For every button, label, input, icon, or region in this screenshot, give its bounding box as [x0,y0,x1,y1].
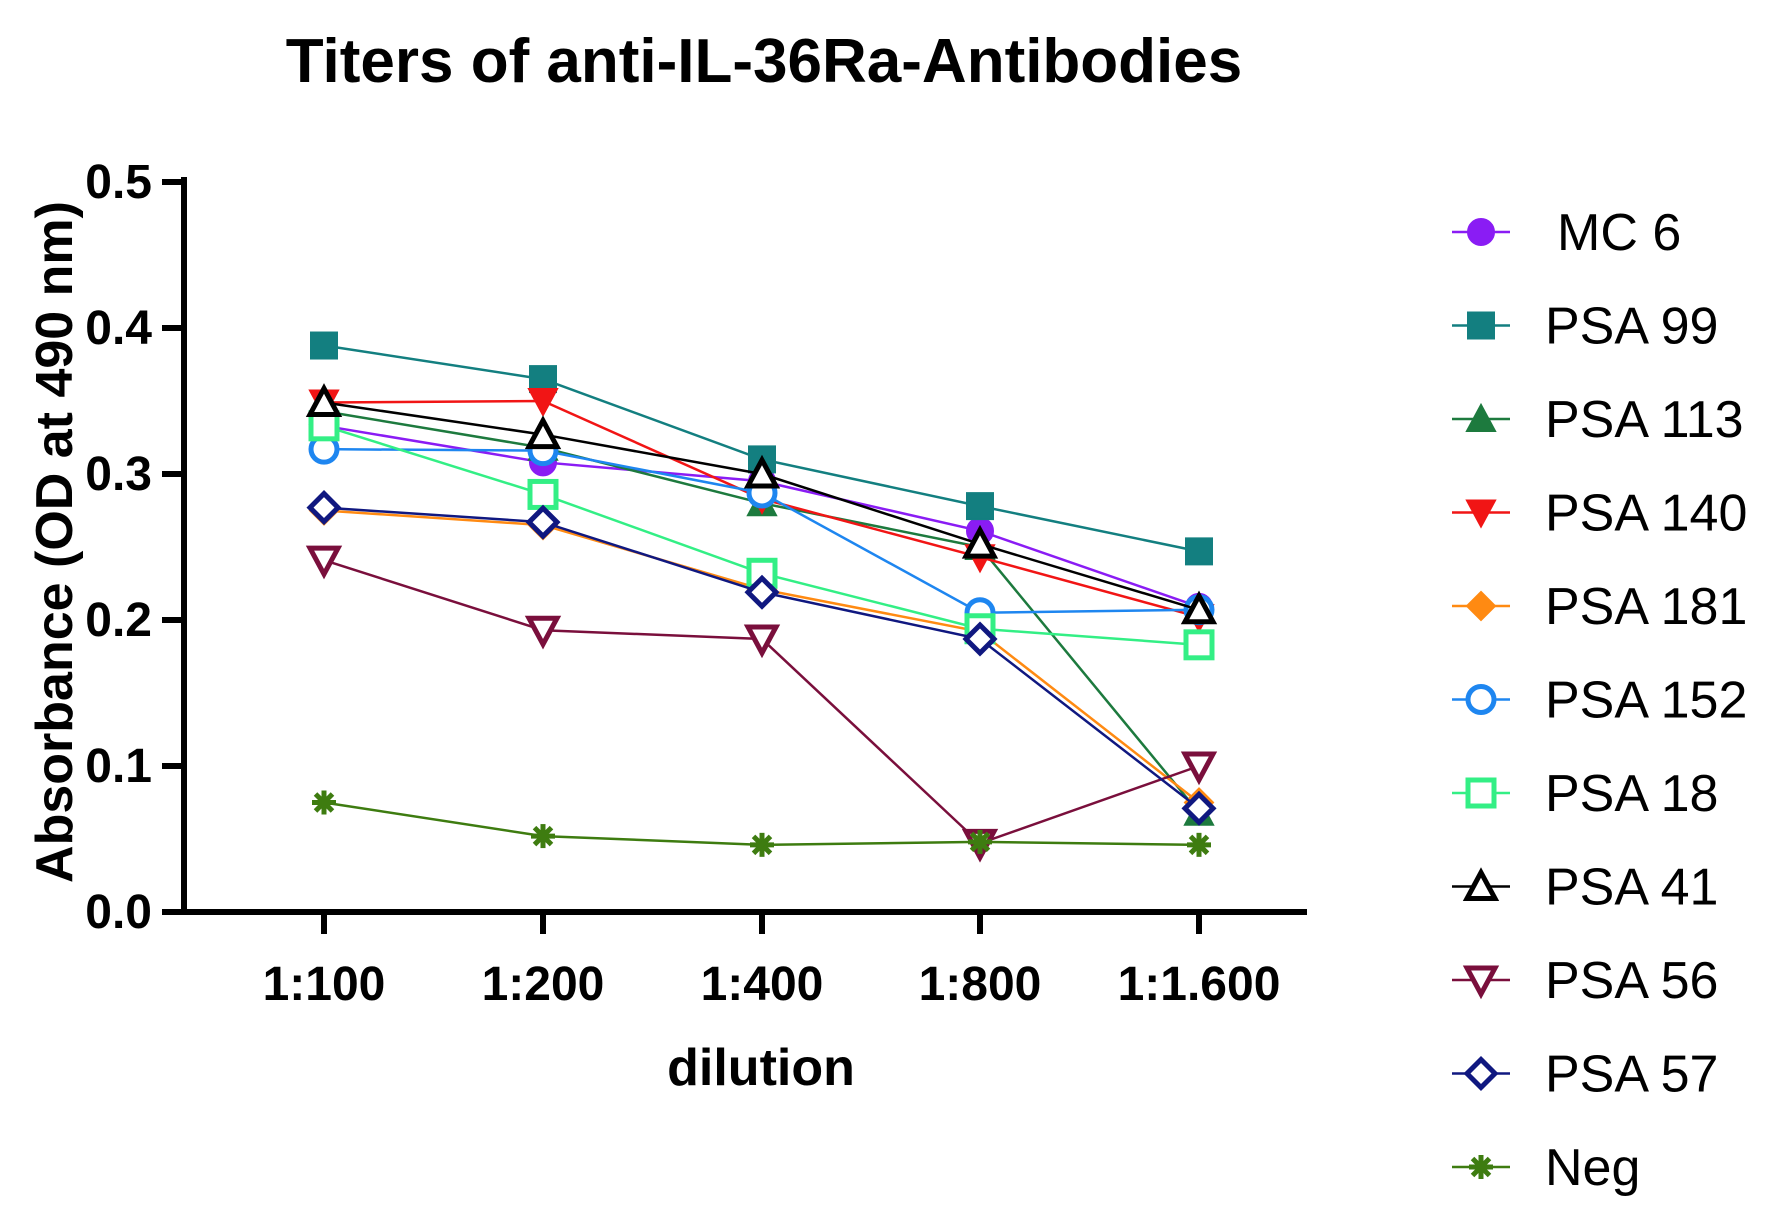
legend-label: PSA 152 [1545,672,1747,730]
legend-item: PSA 41 [1452,859,1718,917]
y-tick-label: 0.2 [85,594,152,647]
data-point [305,545,343,580]
legend-label: PSA 181 [1545,578,1747,636]
legend-marker [1463,1055,1499,1092]
legend-marker [1469,1155,1493,1179]
series-psa-18 [308,410,1215,661]
data-point [529,365,557,394]
legend-label: PSA 18 [1545,765,1718,823]
series-neg [312,790,1211,857]
series-layer [305,331,1218,863]
data-point [312,790,336,815]
y-tick-label: 0.3 [85,448,152,501]
data-point [966,492,994,521]
legend-label: PSA 113 [1545,391,1744,449]
legend-item: PSA 56 [1452,952,1718,1010]
legend-label: MC 6 [1557,204,1681,262]
data-point [524,615,562,650]
data-point [531,824,555,849]
legend-marker [1465,590,1497,622]
data-point [305,383,343,417]
data-point [1187,832,1211,857]
legend: MC 6 PSA 99 PSA 113 PSA 140 PSA 181 PSA 152 PS… [1452,204,1747,1197]
x-axis-label: dilution [667,1039,855,1097]
legend-marker [1465,402,1497,432]
data-point [750,832,774,857]
legend-item: PSA 57 [1452,1046,1718,1104]
data-point [962,621,998,657]
legend-marker [1467,311,1495,340]
data-point [1183,629,1215,661]
legend-marker [1465,499,1497,529]
x-tick-label: 1:800 [919,958,1042,1011]
y-tick-label: 0.4 [85,302,152,355]
legend-label: Neg [1545,1139,1640,1197]
data-point [310,331,338,360]
series-line [323,506,1200,810]
legend-label: PSA 41 [1545,859,1718,917]
legend-label: PSA 56 [1545,952,1718,1010]
y-tick-label: 0.5 [85,156,152,209]
series-psa-99 [310,331,1213,566]
series-psa-41 [305,383,1218,625]
data-point [1180,590,1218,625]
x-tick-label: 1:100 [263,958,386,1011]
legend-label: PSA 57 [1545,1046,1718,1104]
legend-marker [1465,684,1497,715]
data-point [306,490,342,526]
data-point [743,454,781,489]
legend-item: PSA 99 [1452,298,1718,356]
legend-item: MC 6 [1452,204,1681,262]
x-tick-label: 1:200 [482,958,605,1011]
data-point [968,829,992,854]
data-point [744,574,780,610]
y-ticks: 0.0 0.1 0.2 0.3 0.4 0.5 [85,156,184,939]
data-point [1185,537,1213,566]
x-ticks: 1:100 1:200 1:400 1:800 1:1.600 [263,912,1281,1011]
data-point [961,524,999,559]
legend-item: PSA 140 [1452,485,1747,543]
legend-marker [1462,867,1500,901]
y-tick-label: 0.1 [85,740,152,793]
legend-marker [1467,218,1495,246]
data-point [525,504,561,540]
y-axis-label: Absorbance (OD at 490 nm) [26,201,84,883]
legend-marker [1462,965,1500,1000]
x-tick-label: 1:1.600 [1118,958,1281,1011]
data-point [527,388,559,418]
data-point [743,624,781,659]
data-point [524,415,562,450]
legend-item: PSA 18 [1452,765,1718,823]
series-psa-57 [306,490,1217,826]
legend-item: PSA 113 [1452,391,1744,449]
legend-item: PSA 152 [1452,672,1747,730]
data-point [527,478,559,510]
legend-label: PSA 99 [1545,298,1718,356]
data-point [1180,751,1218,786]
chart-title: Titers of anti-IL-36Ra-Antibodies [286,27,1243,96]
x-tick-label: 1:400 [701,958,824,1011]
y-tick-label: 0.0 [85,886,152,939]
legend-label: PSA 140 [1545,485,1747,543]
legend-item: PSA 181 [1452,578,1747,636]
data-point [1181,790,1217,826]
legend-item: Neg [1452,1139,1640,1197]
legend-marker [1465,777,1497,809]
